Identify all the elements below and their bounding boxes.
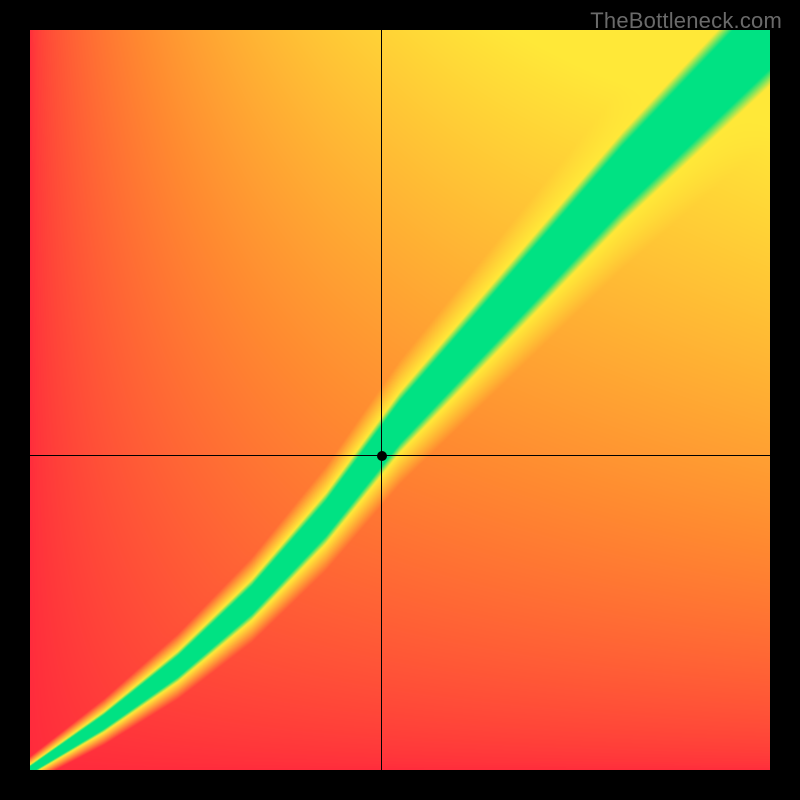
watermark-text: TheBottleneck.com — [590, 8, 782, 34]
heatmap-canvas — [30, 30, 770, 770]
crosshair-horizontal-line — [30, 455, 770, 456]
crosshair-vertical-line — [381, 30, 382, 770]
chart-frame: TheBottleneck.com — [0, 0, 800, 800]
crosshair-dot — [377, 451, 387, 461]
plot-area — [30, 30, 770, 770]
